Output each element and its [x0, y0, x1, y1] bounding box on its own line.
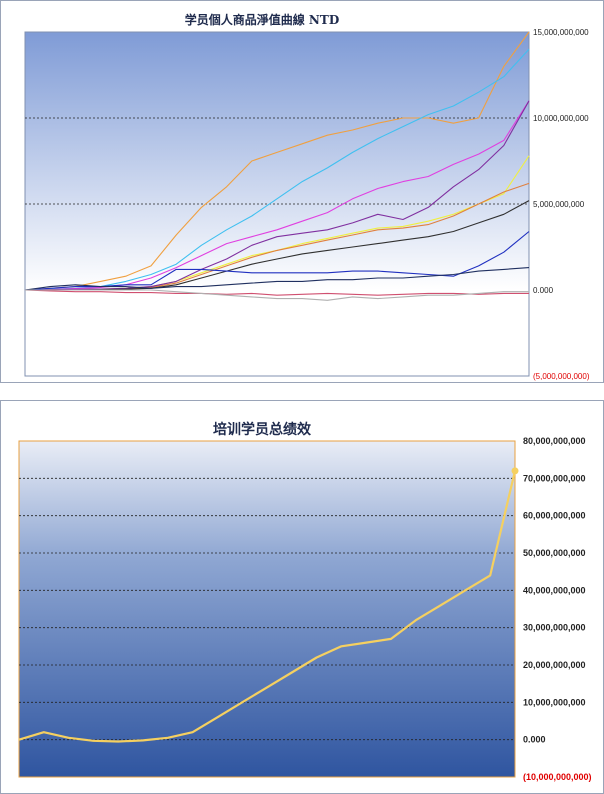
y-tick-label: 50,000,000,000: [523, 548, 586, 558]
y-tick-label: 15,000,000,000: [533, 28, 589, 37]
y-tick-label: 10,000,000,000: [523, 697, 586, 707]
y-tick-label: 0.000: [533, 286, 554, 295]
chart-title-bottom: 培训学员总绩效: [213, 422, 311, 438]
series-line-2: [24, 48, 530, 291]
series-end-point: [511, 467, 519, 475]
y-tick-label: 30,000,000,000: [523, 623, 586, 633]
series-line-8: [24, 231, 530, 291]
series-line-1: [18, 470, 517, 743]
y-tick-label: 60,000,000,000: [523, 511, 586, 521]
y-tick-label: 10,000,000,000: [533, 114, 589, 123]
y-tick-label: 40,000,000,000: [523, 585, 586, 595]
y-tick-label: 0.000: [523, 735, 546, 745]
y-tick-label: 70,000,000,000: [523, 473, 586, 483]
series-line-11: [25, 289, 529, 301]
chart-plot-top: 15,000,000,000 10,000,000,000 5,000,000,00…: [24, 28, 590, 381]
series-line-1: [24, 31, 530, 291]
y-tick-label: (5,000,000,000): [533, 372, 590, 381]
chart-title-top: 学员個人商品淨值曲線 NTD: [184, 13, 340, 27]
y-tick-label: (10,000,000,000): [523, 772, 592, 782]
series-line-6: [24, 100, 530, 291]
series-line-10: [24, 289, 529, 296]
series-line-9: [24, 267, 530, 291]
y-tick-label: 5,000,000,000: [533, 200, 585, 209]
chart-plot-bottom: 80,000,000,000 70,000,000,000 60,000,000,0…: [18, 436, 592, 782]
plot-area-bottom: [18, 440, 516, 778]
chart-panel-top: 学员個人商品淨值曲線 NTD 15,000,000,000 10,000,000,…: [0, 0, 604, 383]
y-tick-label: 20,000,000,000: [523, 660, 586, 670]
chart-panel-bottom: 培训学员总绩效 80,000,000,000 70,000,000,000 60,0…: [0, 400, 604, 794]
y-tick-label: 80,000,000,000: [523, 436, 586, 446]
